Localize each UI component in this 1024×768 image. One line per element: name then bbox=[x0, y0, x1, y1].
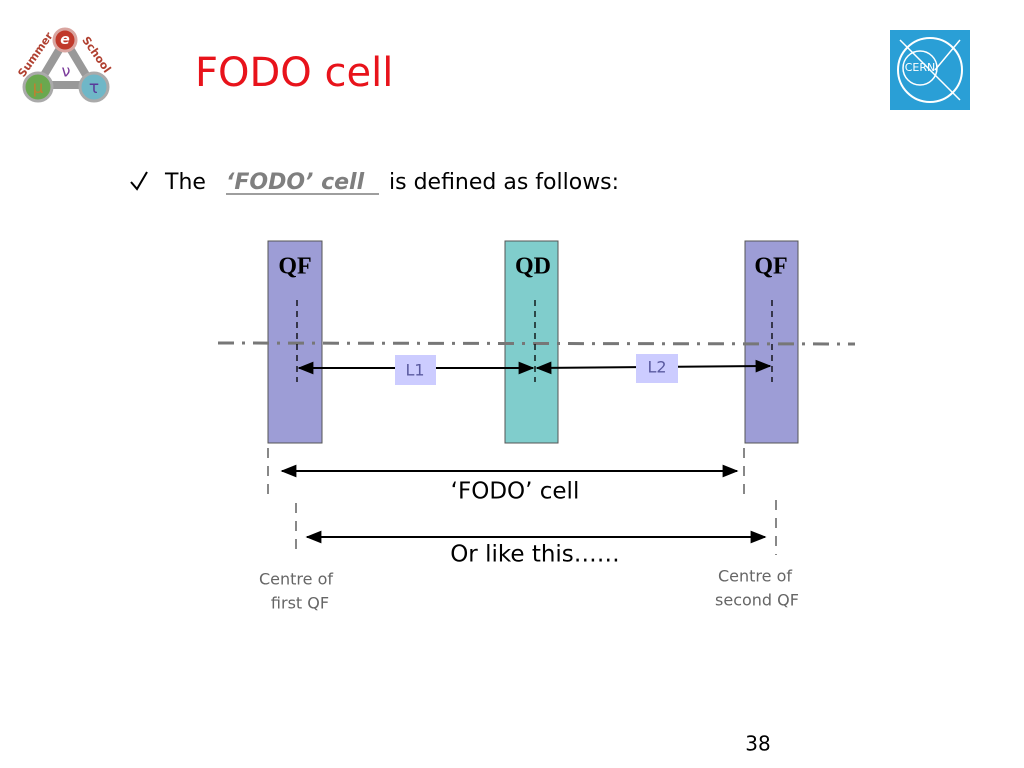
centre-note: second QF bbox=[715, 591, 799, 610]
centre-note: Centre of bbox=[259, 570, 333, 589]
magnet-label: QF bbox=[278, 254, 311, 280]
logo-tau: τ bbox=[89, 78, 99, 98]
l2-box bbox=[636, 354, 678, 383]
page-number: 38 bbox=[745, 732, 770, 756]
cern-text: CERN bbox=[905, 61, 936, 74]
magnet-label: QD bbox=[515, 254, 551, 280]
centre-lines bbox=[296, 300, 773, 382]
centre-note: first QF bbox=[271, 594, 329, 613]
centre-note: Centre of bbox=[718, 567, 792, 586]
bullet-rest: is defined as follows: bbox=[389, 170, 619, 195]
bullet-term: ‘FODO’ cell bbox=[226, 170, 365, 195]
cell-label: ‘FODO’ cell bbox=[451, 479, 580, 505]
length-label: L2 bbox=[647, 358, 666, 377]
length-label: L1 bbox=[405, 361, 424, 380]
logo-e: e bbox=[60, 32, 70, 48]
magnet-qf bbox=[744, 240, 799, 444]
l1-box bbox=[395, 355, 436, 385]
school-logo: e ν μ τ Summer School bbox=[15, 27, 114, 103]
cern-logo: CERN bbox=[890, 30, 970, 110]
title: FODO cell bbox=[195, 50, 393, 96]
magnet-label: QF bbox=[754, 254, 787, 280]
cell-bounds bbox=[267, 448, 777, 557]
beam-axis bbox=[217, 341, 856, 346]
bullet-lead: The bbox=[164, 170, 206, 195]
logo-nu: ν bbox=[62, 62, 71, 81]
alt-label: Or like this…… bbox=[450, 542, 620, 568]
logo-mu: μ bbox=[33, 78, 44, 98]
check-bullet bbox=[130, 171, 148, 191]
